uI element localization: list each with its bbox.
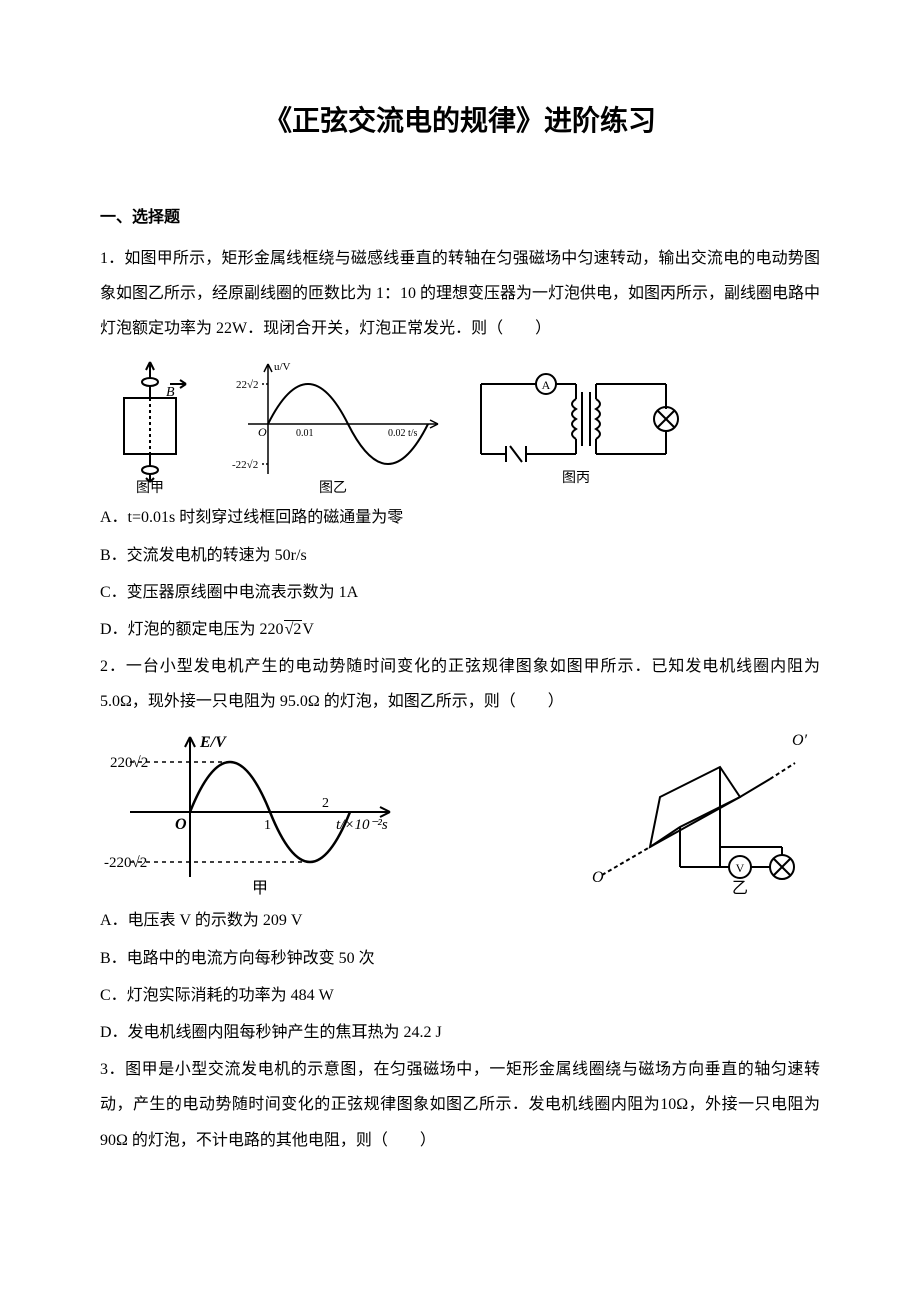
- q2-fig-yi: O O′ V 乙: [580, 727, 820, 897]
- svg-text:0.01: 0.01: [296, 428, 314, 439]
- q2-fig-jia-caption: 甲: [252, 880, 268, 897]
- q2-stem: 2．一台小型发电机产生的电动势随时间变化的正弦规律图象如图甲所示．已知发电机线圈…: [100, 649, 820, 719]
- sqrt2-icon: √2: [284, 620, 303, 638]
- q1-fig-yi-caption: 图乙: [319, 480, 347, 494]
- svg-text:A: A: [542, 378, 551, 392]
- q1-fig-jia: B 图甲: [100, 354, 200, 494]
- svg-text:2: 2: [322, 796, 329, 811]
- svg-text:O′: O′: [792, 732, 808, 749]
- q1-optd-pre: D．灯泡的额定电压为 220: [100, 621, 284, 638]
- q1-fig-jia-caption: 图甲: [136, 481, 164, 494]
- q2-option-d: D．发电机线圈内阻每秒钟产生的焦耳热为 24.2 J: [100, 1015, 820, 1050]
- q2-ytop: 220√2: [110, 755, 148, 771]
- q2-yaxis-label: E/V: [199, 734, 227, 751]
- q1-xlabel: 0.02 t/s: [388, 428, 418, 439]
- q2-ybot: -220√2: [104, 855, 147, 871]
- svg-text:V: V: [736, 861, 745, 875]
- q2-figure-row: E/V 220√2 -220√2 O 1 2 t/×10⁻²s 甲 O O′: [100, 727, 820, 897]
- q1-ytop: 22√2: [236, 379, 259, 391]
- svg-text:B: B: [166, 385, 175, 400]
- q1-yaxis-label: u/V: [274, 361, 291, 373]
- section-heading: 一、选择题: [100, 200, 820, 235]
- q1-option-c: C．变压器原线圈中电流表示数为 1A: [100, 575, 820, 610]
- q2-xlabel: t/×10⁻²s: [336, 817, 388, 833]
- q2-option-b: B．电路中的电流方向每秒钟改变 50 次: [100, 941, 820, 976]
- q1-fig-bing-caption: 图丙: [562, 471, 590, 486]
- svg-text:O: O: [258, 425, 267, 439]
- q3-stem: 3．图甲是小型交流发电机的示意图，在匀强磁场中，一矩形金属线圈绕与磁场方向垂直的…: [100, 1052, 820, 1158]
- svg-text:O: O: [175, 816, 187, 833]
- q1-fig-bing: A: [466, 364, 686, 494]
- q2-fig-jia: E/V 220√2 -220√2 O 1 2 t/×10⁻²s 甲: [100, 727, 400, 897]
- page-title: 《正弦交流电的规律》进阶练习: [100, 90, 820, 152]
- svg-text:O: O: [592, 869, 604, 886]
- svg-text:1: 1: [264, 818, 271, 833]
- q1-optd-post: V: [302, 621, 314, 638]
- q1-option-a: A．t=0.01s 时刻穿过线框回路的磁通量为零: [100, 500, 820, 535]
- q1-stem: 1．如图甲所示，矩形金属线框绕与磁感线垂直的转轴在匀强磁场中匀速转动，输出交流电…: [100, 241, 820, 347]
- q1-fig-yi: u/V 22√2 -22√2 0.01 0.02 t/s O 图乙: [218, 354, 448, 494]
- q1-ybot: -22√2: [232, 459, 258, 471]
- q2-fig-yi-caption: 乙: [732, 880, 748, 897]
- q2-option-a: A．电压表 V 的示数为 209 V: [100, 903, 820, 938]
- q1-option-b: B．交流发电机的转速为 50r/s: [100, 538, 820, 573]
- q2-option-c: C．灯泡实际消耗的功率为 484 W: [100, 978, 820, 1013]
- q1-option-d: D．灯泡的额定电压为 220√2V: [100, 612, 820, 647]
- q1-figure-row: B 图甲: [100, 354, 820, 494]
